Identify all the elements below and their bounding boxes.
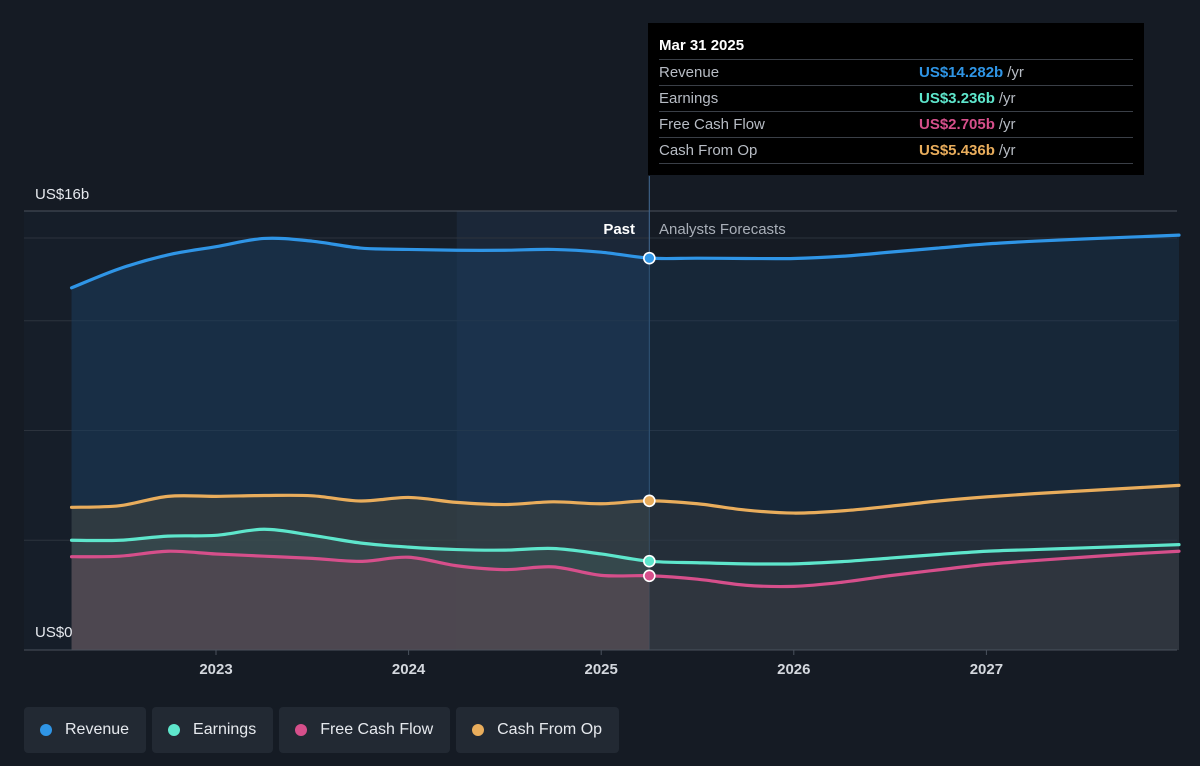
legend-item-revenue[interactable]: Revenue: [24, 707, 147, 753]
y-axis-bottom-label: US$0: [35, 624, 73, 641]
tooltip-row-unit: /yr: [998, 90, 1016, 107]
free-cash-flow-marker: [643, 569, 656, 583]
tooltip-row-value: US$3.236b: [919, 90, 995, 107]
tooltip-row-value: US$14.282b: [919, 64, 1004, 81]
x-tick-label: 2025: [585, 661, 618, 678]
tooltip: Mar 31 2025 Revenue US$14.282b /yr Earni…: [648, 23, 1144, 175]
free-cash-flow-area-past: [71, 551, 650, 650]
revenue-line: [69, 233, 1181, 290]
x-tick-label: 2026: [777, 661, 810, 678]
tooltip-row-revenue: Revenue US$14.282b /yr: [659, 59, 1133, 85]
tooltip-row-value: US$2.705b: [919, 116, 995, 133]
cash-from-op-area-forecast: [649, 485, 1179, 650]
legend-item-earnings[interactable]: Earnings: [152, 707, 274, 753]
x-axis: 2023 2024 2025 2026 2027: [24, 649, 1177, 678]
tooltip-row-unit: /yr: [1007, 64, 1024, 81]
earnings-dot-icon: [168, 724, 181, 736]
tooltip-row-unit: /yr: [998, 142, 1016, 159]
tooltip-row-label: Revenue: [659, 64, 720, 81]
earnings-area-forecast: [649, 544, 1179, 650]
series-markers: [643, 251, 656, 583]
y-axis-top-label: US$16b: [35, 186, 89, 203]
x-tick-label: 2023: [199, 661, 232, 678]
legend: Revenue Earnings Free Cash Flow Cash Fro…: [24, 707, 620, 753]
tooltip-row-free-cash-flow: Free Cash Flow US$2.705b /yr: [659, 111, 1133, 137]
revenue-dot-icon: [40, 724, 52, 736]
tooltip-row-label: Cash From Op: [659, 142, 758, 159]
tooltip-date: Mar 31 2025: [659, 37, 745, 54]
tooltip-row-value: US$5.436b: [919, 142, 995, 159]
legend-label: Revenue: [65, 721, 130, 738]
legend-item-cash-from-op[interactable]: Cash From Op: [456, 707, 620, 753]
tooltip-row-label: Free Cash Flow: [659, 116, 765, 133]
free-cash-flow-area-forecast: [649, 551, 1179, 650]
revenue-area-past: [71, 238, 650, 650]
tooltip-row-earnings: Earnings US$3.236b /yr: [659, 85, 1133, 111]
earnings-marker: [643, 554, 656, 568]
free-cash-flow-dot-icon: [295, 724, 308, 736]
free-cash-flow-line: [69, 549, 1181, 589]
legend-label: Free Cash Flow: [320, 721, 434, 738]
tooltip-row-label: Earnings: [659, 90, 719, 107]
x-tick-label: 2027: [970, 661, 1003, 678]
earnings-line: [69, 527, 1181, 566]
legend-label: Cash From Op: [497, 721, 603, 738]
tooltip-row-cash-from-op: Cash From Op US$5.436b /yr: [659, 137, 1133, 164]
series-areas: [71, 235, 1179, 650]
cash-from-op-marker: [643, 494, 656, 508]
x-tick-label: 2024: [392, 661, 426, 678]
past-label: Past: [603, 221, 635, 238]
cash-from-op-dot-icon: [472, 724, 485, 736]
financials-chart: 2023 2024 2025 2026 2027 US$16b US$0 Past An…: [24, 176, 1181, 678]
revenue-marker: [643, 251, 656, 265]
forecast-label: Analysts Forecasts: [659, 221, 786, 238]
revenue-area-forecast: [649, 235, 1179, 650]
earnings-area-past: [71, 529, 650, 650]
cash-from-op-line: [69, 483, 1181, 515]
tooltip-row-unit: /yr: [998, 116, 1016, 133]
legend-item-free-cash-flow[interactable]: Free Cash Flow: [279, 707, 451, 753]
series-lines: [69, 233, 1181, 589]
legend-label: Earnings: [193, 721, 257, 738]
